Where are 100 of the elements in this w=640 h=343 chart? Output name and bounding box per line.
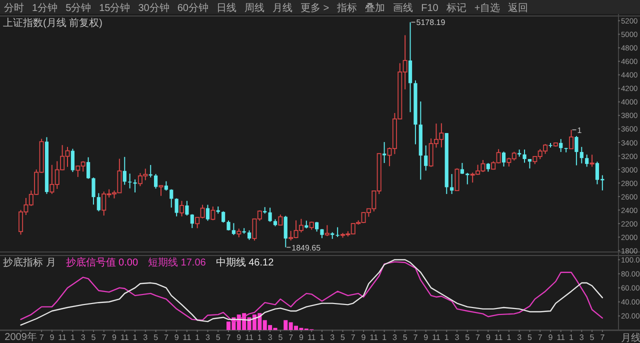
- candlestick: [185, 200, 189, 216]
- x-tick-label: 11: [556, 333, 566, 342]
- x-tick-label: 5: [465, 333, 470, 342]
- x-tick-label: 7: [164, 333, 169, 342]
- candlestick: [278, 214, 283, 226]
- x-tick-label: 7: [538, 333, 543, 342]
- candlestick: [122, 156, 126, 186]
- x-tick-label: 9: [298, 333, 304, 342]
- x-tick-label: 11: [370, 333, 379, 342]
- candlestick: [70, 148, 75, 173]
- toolbar: 分时 1分钟 5分钟 15分钟 30分钟 60分钟 日线 周线 月线 更多 > 指标 叠加 画线 F10 标记 +自选 返回: [4, 3, 528, 14]
- x-tick-label: 3: [454, 333, 460, 342]
- x-tick-label: 1: [506, 333, 512, 342]
- candlestick: [522, 149, 526, 164]
- x-tick-label: 9: [112, 333, 118, 342]
- x-tick-label: 7: [350, 333, 356, 342]
- candlestick: [569, 129, 574, 150]
- candlestick: [96, 192, 100, 212]
- candlestick: [133, 178, 137, 193]
- x-tick-label: 11: [120, 333, 130, 342]
- x-tick-label: 1: [444, 333, 450, 342]
- candlestick: [460, 162, 464, 174]
- x-tick-label: 3: [392, 333, 398, 342]
- candlestick: [247, 230, 252, 240]
- x-tick-label: 9: [236, 333, 242, 342]
- candlestick: [232, 222, 236, 236]
- x-tick-label: 11: [432, 333, 441, 342]
- candlestick: [284, 215, 288, 248]
- annotation: 1849.65: [292, 243, 322, 252]
- x-tick-label: 5: [216, 333, 221, 342]
- annotation: 1: [577, 126, 582, 135]
- x-tick-label: 1: [132, 333, 138, 342]
- candlestick: [424, 144, 428, 172]
- candlestick: [164, 180, 168, 192]
- candlestick: [528, 158, 532, 169]
- x-tick-label: 9: [548, 333, 554, 342]
- x-tick-label: 5: [340, 333, 346, 342]
- candlestick: [580, 146, 584, 164]
- x-tick-label: 3: [268, 333, 273, 342]
- candlestick: [585, 154, 589, 168]
- candlestick: [454, 168, 460, 192]
- x-tick-label: 1: [569, 333, 574, 342]
- candlestick: [180, 200, 184, 217]
- candlestick: [158, 184, 164, 196]
- candlestick: [154, 173, 158, 190]
- candlestick: [574, 136, 578, 166]
- candlestick: [170, 188, 174, 208]
- x-tick-label: 9: [424, 333, 429, 342]
- candlestick: [222, 210, 226, 224]
- candlestick: [210, 206, 216, 221]
- x-tick-label: 7: [226, 333, 232, 342]
- x-tick-label: 11: [245, 333, 254, 342]
- candlestick: [86, 156, 90, 180]
- candlestick: [382, 142, 386, 164]
- chart-title: 上证指数(月线 前复权): [3, 17, 102, 29]
- candlestick: [324, 224, 330, 237]
- x-tick-label: 1: [257, 333, 262, 342]
- candlestick: [466, 172, 470, 185]
- x-tick-label: 11: [182, 333, 192, 342]
- candlestick: [502, 151, 506, 168]
- x-tick-label: 3: [80, 333, 86, 342]
- x-tick-label: 9: [50, 333, 55, 342]
- text: 抄底信号值 0.00: [66, 256, 138, 268]
- text: 中期线 46.12: [216, 256, 274, 268]
- x-tick-label: 3: [579, 333, 584, 342]
- x-tick-label: 3: [330, 333, 336, 342]
- candlestick: [226, 220, 230, 231]
- x-tick-label: 5: [154, 333, 159, 342]
- candlestick: [128, 173, 132, 189]
- candlestick: [450, 174, 454, 194]
- candlestick: [590, 154, 594, 168]
- candlestick: [174, 198, 178, 217]
- text: 短期线 17.06: [148, 256, 206, 268]
- x-tick-label: 9: [486, 333, 491, 342]
- annotation: 5178.19: [416, 18, 446, 28]
- x-tick-label: 5: [278, 333, 284, 342]
- x-tick-label: 11: [494, 333, 504, 342]
- x-tick-label: 3: [517, 333, 522, 342]
- x-tick-label: 1: [195, 333, 200, 342]
- x-tick-label: 5: [91, 333, 96, 342]
- x-tick-label: 11: [58, 333, 68, 342]
- x-tick-label: 5: [590, 333, 595, 342]
- x-tick-label: 7: [413, 333, 418, 342]
- x-tick-label: 2009年: [4, 331, 37, 343]
- x-tick-label: 5: [527, 333, 532, 342]
- x-tick-label: 3: [206, 333, 211, 342]
- x-tick-label: 1: [320, 333, 325, 342]
- candlestick: [190, 214, 194, 229]
- candlestick: [268, 207, 272, 222]
- x-tick-label: 7: [102, 333, 107, 342]
- x-tick-label: 5: [402, 333, 408, 342]
- x-tick-label: 7: [288, 333, 294, 342]
- x-tick-label: 3: [143, 333, 148, 342]
- x-tick-label: 11: [307, 333, 316, 342]
- x-tick-label: 9: [174, 333, 180, 342]
- candlestick: [206, 204, 210, 222]
- x-tick-label: 1: [382, 333, 388, 342]
- x-tick-label: 7: [476, 333, 481, 342]
- candlestick: [408, 22, 412, 113]
- candlestick: [559, 138, 563, 152]
